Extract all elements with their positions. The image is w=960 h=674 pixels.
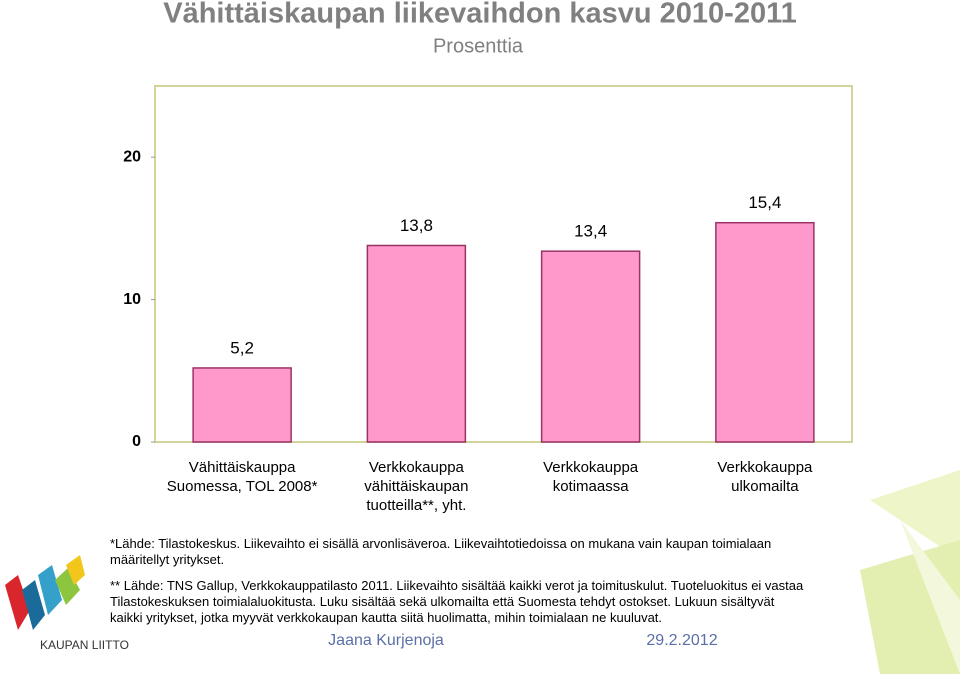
y-tick-label: 20 (123, 148, 141, 165)
value-label: 13,4 (574, 222, 607, 241)
logo (5, 555, 85, 630)
x-tick-label: Vähittäiskauppa Suomessa, TOL 2008* (166, 459, 318, 495)
plot-area (154, 85, 853, 443)
y-tick-label: 10 (123, 291, 141, 308)
x-tick-label: Verkkokauppa ulkomailta (717, 459, 813, 495)
footnote: *Lähde: Tilastokeskus. Liikevaihto ei si… (110, 536, 772, 567)
bar (540, 250, 641, 443)
logo-text: KAUPAN LIITTO (40, 638, 129, 652)
footnote: ** Lähde: TNS Gallup, Verkkokauppatilast… (110, 578, 804, 625)
value-label: 13,8 (400, 216, 433, 235)
bar (192, 367, 292, 443)
author: Jaana Kurjenoja (328, 632, 444, 649)
decoration (900, 520, 960, 674)
value-label: 15,4 (748, 193, 781, 212)
decoration (870, 470, 960, 560)
y-tick-label: 0 (132, 433, 141, 450)
bar (715, 221, 815, 443)
title: Vähittäiskaupan liikevaihdon kasvu 2010-… (163, 0, 796, 30)
value-label: 5,2 (230, 338, 254, 357)
x-tick-label: Verkkokauppa kotimaassa (543, 459, 639, 495)
date: 29.2.2012 (646, 632, 717, 649)
bar (366, 244, 467, 443)
subtitle: Prosenttia (433, 35, 524, 57)
x-tick-label: Verkkokauppa vähittäiskaupan tuotteilla*… (364, 459, 469, 514)
